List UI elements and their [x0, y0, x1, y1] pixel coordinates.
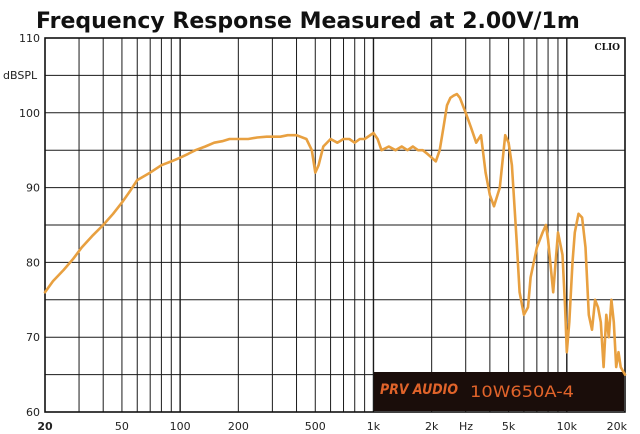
clio-watermark: CLIO: [594, 43, 620, 53]
chart-title: Frequency Response Measured at 2.00V/1m: [36, 9, 580, 34]
y-tick-label: 70: [26, 331, 40, 344]
brand-box-background: [374, 372, 624, 411]
model-label: 10W650A-4: [470, 382, 574, 401]
x-tick-label: 100: [170, 420, 191, 433]
x-tick-label: 500: [305, 420, 326, 433]
y-tick-label: 80: [26, 256, 40, 269]
y-tick-label: 100: [19, 107, 40, 120]
y-tick-labels: 110 100 90 80 70 60: [19, 32, 40, 419]
x-tick-label: 200: [228, 420, 249, 433]
y-axis-label: dBSPL: [3, 69, 38, 82]
y-tick-label: 60: [26, 406, 40, 419]
y-tick-label: 90: [26, 182, 40, 195]
response-curve: [43, 92, 627, 376]
brand-logo: PRV AUDIO: [380, 382, 458, 398]
x-tick-label: 2k: [425, 420, 439, 433]
x-tick-label: 1k: [367, 420, 381, 433]
x-tick-label: 5k: [502, 420, 516, 433]
chart-grid: [45, 38, 625, 412]
x-tick-label: 20k: [607, 420, 628, 433]
plot-frame: [44, 37, 626, 413]
brand-box: PRV AUDIO 10W650A-4: [374, 372, 624, 411]
x-tick-label: 10k: [557, 420, 578, 433]
y-tick-label: 110: [19, 32, 40, 45]
x-axis-label: Hz: [459, 420, 473, 433]
x-tick-label: 20: [37, 420, 53, 433]
x-tick-labels: 20 50 100 200 500 1k 2k 5k 10k 20k: [37, 420, 627, 433]
x-tick-label: 50: [115, 420, 129, 433]
